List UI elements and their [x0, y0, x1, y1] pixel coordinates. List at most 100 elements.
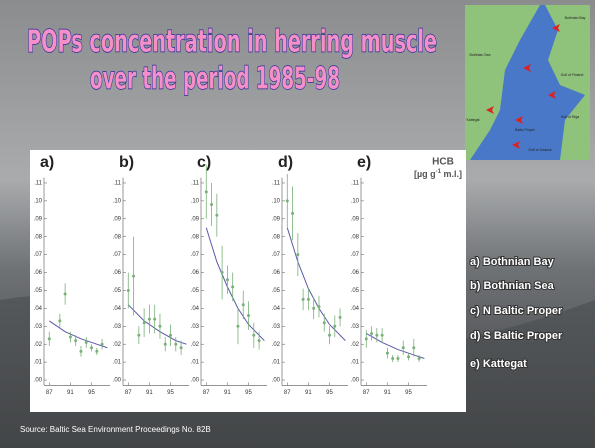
- y-tick-label: .07: [34, 252, 43, 258]
- y-tick-label: .02: [34, 342, 43, 348]
- y-tick-label: .10: [113, 198, 122, 204]
- y-tick-label: .09: [272, 216, 281, 222]
- data-point: [328, 334, 331, 337]
- legend-entry: a) Bothnian Bay: [470, 256, 555, 268]
- chart-title: b): [119, 154, 134, 171]
- y-tick-label: .03: [191, 324, 200, 330]
- data-point: [375, 334, 378, 337]
- data-point: [402, 346, 405, 349]
- y-tick-label: .03: [351, 324, 360, 330]
- data-point: [312, 307, 315, 310]
- y-tick-label: .01: [113, 360, 122, 366]
- y-tick-label: .10: [191, 198, 200, 204]
- data-point: [252, 334, 255, 337]
- x-tick-label: 91: [224, 390, 231, 396]
- legend-entry: d) S Baltic Proper: [470, 330, 563, 342]
- unit-part: [µg g: [414, 169, 436, 179]
- data-point: [258, 339, 261, 342]
- y-tick-label: .09: [113, 216, 122, 222]
- y-tick-label: .10: [34, 198, 43, 204]
- chart-title: e): [357, 154, 371, 171]
- y-tick-label: .08: [113, 234, 122, 240]
- y-tick-label: .07: [191, 252, 200, 258]
- data-point: [302, 298, 305, 301]
- data-point: [169, 334, 172, 337]
- map-label: Bothnian Sea: [469, 53, 490, 57]
- legend-entry: e) Kattegat: [470, 358, 527, 370]
- y-tick-label: .04: [351, 306, 360, 312]
- chart-title: a): [40, 154, 54, 171]
- x-tick-label: 91: [305, 390, 312, 396]
- data-point: [396, 357, 399, 360]
- x-tick-label: 87: [125, 390, 132, 396]
- y-tick-label: .04: [272, 306, 281, 312]
- y-tick-label: .00: [113, 378, 122, 384]
- data-point: [291, 212, 294, 215]
- chart-title: c): [197, 154, 211, 171]
- y-tick-label: .00: [34, 378, 43, 384]
- y-tick-label: .02: [191, 342, 200, 348]
- y-tick-label: .08: [34, 234, 43, 240]
- y-tick-label: .10: [351, 198, 360, 204]
- data-point: [386, 352, 389, 355]
- data-point: [412, 346, 415, 349]
- x-tick-label: 91: [146, 390, 153, 396]
- measure: HCB: [432, 157, 454, 168]
- data-point: [90, 346, 93, 349]
- data-point: [418, 357, 421, 360]
- data-point: [323, 321, 326, 324]
- y-tick-label: .07: [351, 252, 360, 258]
- y-tick-label: .00: [191, 378, 200, 384]
- data-point: [137, 334, 140, 337]
- y-tick-label: .08: [272, 234, 281, 240]
- data-point: [333, 325, 336, 328]
- y-tick-label: .03: [272, 324, 281, 330]
- data-point: [339, 316, 342, 319]
- y-tick-label: .04: [113, 306, 122, 312]
- data-point: [95, 350, 98, 353]
- data-point: [85, 341, 88, 344]
- x-tick-label: 95: [326, 390, 333, 396]
- y-tick-label: .00: [351, 378, 360, 384]
- x-tick-label: 95: [167, 390, 174, 396]
- y-tick-label: .01: [34, 360, 43, 366]
- source: Source: Baltic Sea Environment Proceedin…: [20, 425, 211, 434]
- y-tick-label: .10: [272, 198, 281, 204]
- y-tick-label: .06: [34, 270, 43, 276]
- map-label: Bothnian Bay: [565, 16, 586, 20]
- data-point: [210, 203, 213, 206]
- data-point: [242, 303, 245, 306]
- y-tick-label: .08: [191, 234, 200, 240]
- title-line-1: POPs concentration in herring muscle: [27, 25, 437, 60]
- y-tick-label: .00: [272, 378, 281, 384]
- data-point: [205, 190, 208, 193]
- y-tick-label: .02: [113, 342, 122, 348]
- chart-panel: [30, 150, 466, 412]
- x-tick-label: 91: [384, 390, 391, 396]
- y-tick-label: .01: [191, 360, 200, 366]
- data-point: [407, 355, 410, 358]
- data-point: [132, 275, 135, 278]
- data-point: [180, 346, 183, 349]
- data-point: [69, 336, 72, 339]
- y-tick-label: .09: [351, 216, 360, 222]
- data-point: [79, 350, 82, 353]
- data-point: [153, 318, 156, 321]
- x-tick-label: 87: [284, 390, 291, 396]
- data-point: [215, 214, 218, 217]
- y-tick-label: .07: [272, 252, 281, 258]
- map-label: Baltic Proper: [515, 128, 536, 132]
- data-point: [221, 271, 224, 274]
- y-tick-label: .07: [113, 252, 122, 258]
- y-tick-label: .09: [191, 216, 200, 222]
- data-point: [370, 332, 373, 335]
- y-tick-label: .06: [351, 270, 360, 276]
- y-tick-label: .06: [113, 270, 122, 276]
- data-point: [365, 337, 368, 340]
- data-point: [101, 343, 104, 346]
- y-tick-label: .01: [351, 360, 360, 366]
- x-tick-label: 91: [67, 390, 74, 396]
- y-tick-label: .04: [34, 306, 43, 312]
- y-tick-label: .06: [272, 270, 281, 276]
- y-tick-label: .04: [191, 306, 200, 312]
